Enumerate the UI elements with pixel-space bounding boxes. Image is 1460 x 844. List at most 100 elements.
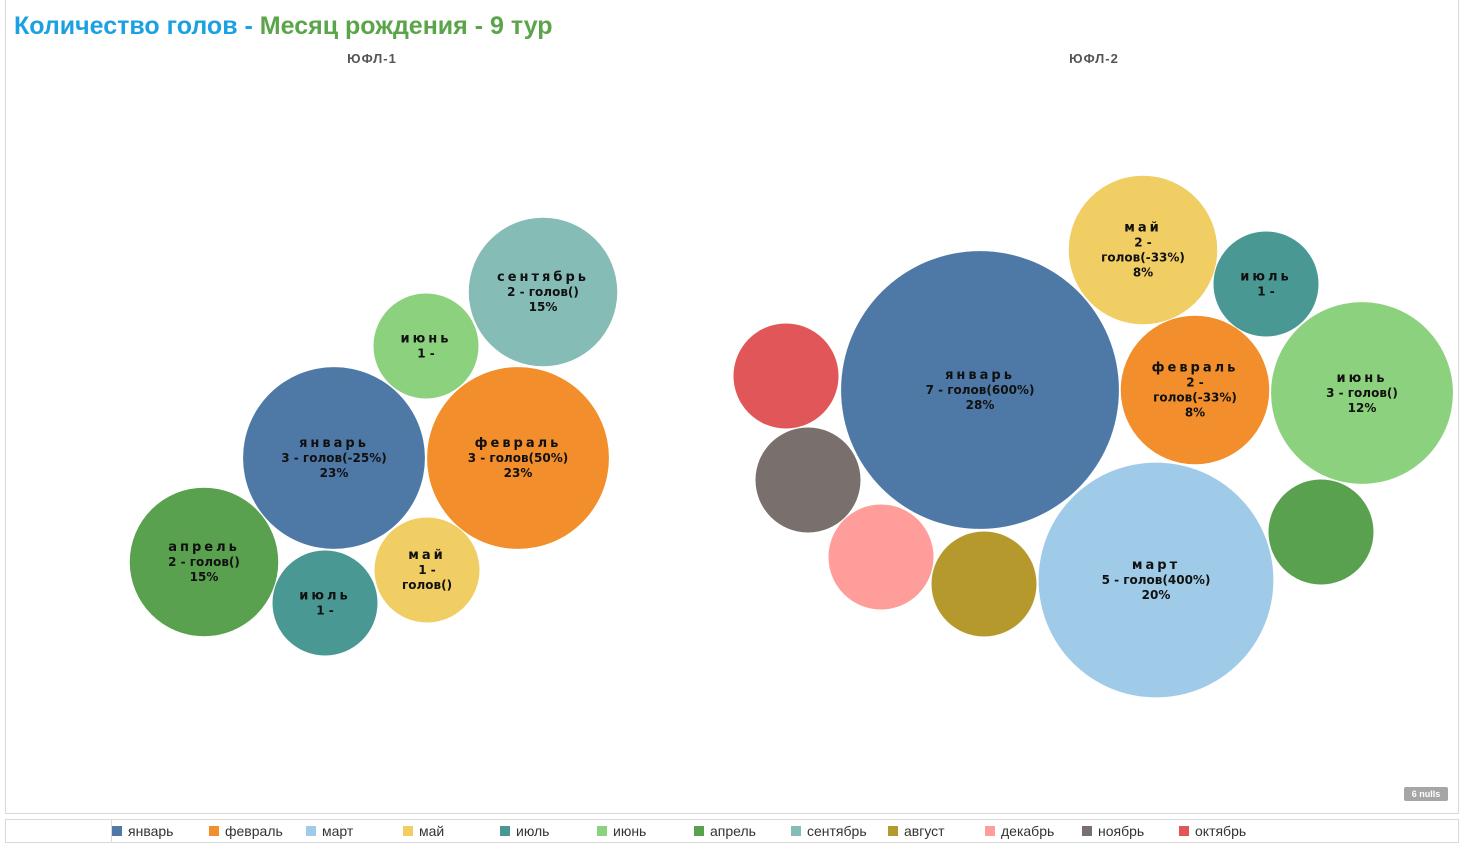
bubble-label: июнь xyxy=(1337,371,1388,386)
legend-label: январь xyxy=(128,823,174,839)
legend-item[interactable]: июнь xyxy=(597,823,646,839)
bubble-label: голов(-33%) xyxy=(1101,251,1185,265)
legend-swatch xyxy=(888,826,898,836)
legend-label: февраль xyxy=(225,823,283,839)
title-separator: - xyxy=(237,12,260,40)
bubble-label: июль xyxy=(299,589,351,604)
bubble-label: сентябрь xyxy=(497,270,589,285)
legend-swatch xyxy=(1179,826,1189,836)
legend-item[interactable]: январь xyxy=(112,823,173,839)
bubble-label: 20% xyxy=(1142,588,1171,602)
bubble-label: январь xyxy=(299,436,369,451)
bubble-2-2[interactable] xyxy=(1271,302,1453,484)
bubble-label: 3 - голов(-25%) xyxy=(281,451,387,465)
bubble-label: июль xyxy=(1240,270,1292,285)
legend-swatch xyxy=(306,826,316,836)
bubble-2-1[interactable] xyxy=(1038,462,1274,698)
bubble-2-9[interactable] xyxy=(931,531,1037,637)
legend-label: март xyxy=(322,823,354,839)
bubble-2-5[interactable] xyxy=(1213,231,1319,337)
title-measure: Количество голов xyxy=(14,12,238,40)
title-dimension: Месяц рождения xyxy=(259,12,468,40)
bubble-label: апрель xyxy=(168,540,240,555)
bubble-1-2[interactable] xyxy=(468,217,618,367)
legend-swatch xyxy=(985,826,995,836)
title-separator: - xyxy=(467,12,490,40)
bubble-2-4[interactable] xyxy=(1120,315,1270,465)
bubble-label: 2 - xyxy=(1186,376,1204,390)
bubble-label: 1 - xyxy=(316,604,334,618)
bubble-label: голов(-33%) xyxy=(1153,391,1237,405)
legend-swatch xyxy=(597,826,607,836)
bubble-1-5[interactable] xyxy=(374,517,480,623)
page-title: Количество голов - Месяц рождения - 9 ту… xyxy=(14,12,553,44)
legend-swatch xyxy=(1082,826,1092,836)
chart-frame xyxy=(5,0,1459,814)
legend-item[interactable]: май xyxy=(403,823,444,839)
legend-item[interactable]: октябрь xyxy=(1179,823,1246,839)
bubble-2-6[interactable] xyxy=(733,323,839,429)
bubble-label: 15% xyxy=(190,570,219,584)
legend-swatch xyxy=(791,826,801,836)
legend-item[interactable]: март xyxy=(306,823,353,839)
color-legend: январь февраль март май июль июнь апрель сентяб… xyxy=(5,819,1459,843)
bubble-label: 8% xyxy=(1185,406,1205,420)
legend-item[interactable]: июль xyxy=(500,823,549,839)
legend-item[interactable]: февраль xyxy=(209,823,283,839)
legend-label: июль xyxy=(516,823,550,839)
panel-title-league-1: ЮФЛ-1 xyxy=(347,51,397,66)
legend-label: апрель xyxy=(710,823,756,839)
legend-item[interactable]: август xyxy=(888,823,945,839)
bubble-label: июнь xyxy=(401,332,452,347)
legend-label: август xyxy=(904,823,945,839)
legend-swatch xyxy=(694,826,704,836)
legend-item[interactable]: апрель xyxy=(694,823,756,839)
legend-swatch xyxy=(209,826,219,836)
bubble-label: 1 - xyxy=(1257,285,1275,299)
legend-label: май xyxy=(419,823,445,839)
bubble-label: 3 - голов(50%) xyxy=(468,451,569,465)
bubble-2-10[interactable] xyxy=(1268,479,1374,585)
legend-swatch xyxy=(403,826,413,836)
legend-label: сентябрь xyxy=(807,823,867,839)
panel-title-league-2: ЮФЛ-2 xyxy=(1069,51,1119,66)
bubble-label: 2 - голов() xyxy=(507,285,579,299)
title-round: 9 тур xyxy=(490,12,553,40)
legend-item[interactable]: сентябрь xyxy=(791,823,867,839)
legend-item[interactable]: декабрь xyxy=(985,823,1054,839)
bubble-label: голов() xyxy=(402,578,452,592)
bubble-2-0[interactable] xyxy=(841,251,1119,529)
legend-label: ноябрь xyxy=(1098,823,1145,839)
bubble-1-1[interactable] xyxy=(427,367,609,549)
legend-label: декабрь xyxy=(1001,823,1055,839)
legend-swatch xyxy=(112,826,122,836)
bubble-label: февраль xyxy=(1152,361,1239,376)
bubble-2-3[interactable] xyxy=(1068,175,1218,325)
bubble-label: 3 - голов() xyxy=(1326,386,1398,400)
legend-label: октябрь xyxy=(1195,823,1247,839)
bubble-label: январь xyxy=(945,368,1015,383)
bubble-label: 5 - голов(400%) xyxy=(1102,573,1211,587)
bubble-1-3[interactable] xyxy=(129,487,279,637)
legend-label: июнь xyxy=(613,823,647,839)
bubble-label: март xyxy=(1132,558,1180,573)
bubble-label: май xyxy=(1124,221,1162,236)
bubble-1-0[interactable] xyxy=(243,367,425,549)
legend-item[interactable]: ноябрь xyxy=(1082,823,1144,839)
bubble-1-6[interactable] xyxy=(272,550,378,656)
bubble-2-8[interactable] xyxy=(828,504,934,610)
bubble-label: 1 - xyxy=(417,347,435,361)
bubble-label: 2 - голов() xyxy=(168,555,240,569)
bubble-label: 7 - голов(600%) xyxy=(926,383,1035,397)
bubble-2-7[interactable] xyxy=(755,427,861,533)
bubble-label: 2 - xyxy=(1134,236,1152,250)
legend-swatch xyxy=(500,826,510,836)
bubble-1-4[interactable] xyxy=(373,293,479,399)
nulls-indicator[interactable]: 6 nulls xyxy=(1404,787,1448,801)
bubble-label: 23% xyxy=(504,466,533,480)
bubble-label: 15% xyxy=(529,300,558,314)
bubble-label: 23% xyxy=(320,466,349,480)
